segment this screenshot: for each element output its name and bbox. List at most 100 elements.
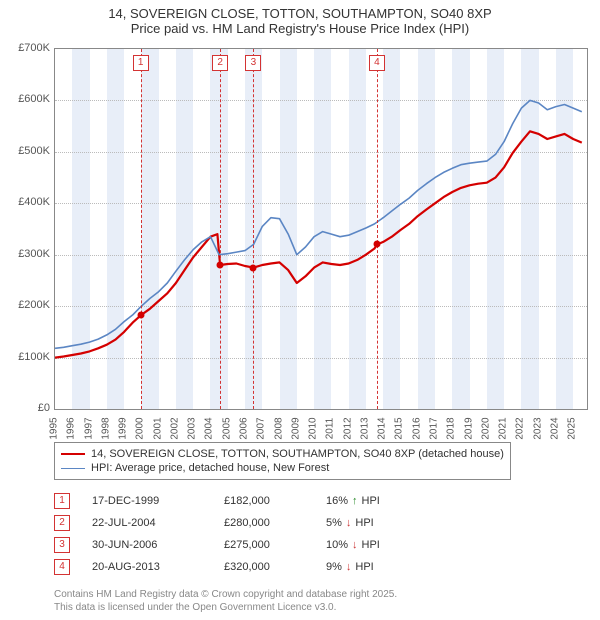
x-tick-label: 2015 xyxy=(394,417,405,439)
sale-price: £280,000 xyxy=(224,517,304,529)
x-tick-label: 2018 xyxy=(446,417,457,439)
sale-pct-suffix: HPI xyxy=(362,539,380,551)
legend-item-hpi: HPI: Average price, detached house, New … xyxy=(61,461,504,475)
x-tick-label: 2022 xyxy=(515,417,526,439)
sales-row-marker: 1 xyxy=(54,493,70,509)
arrow-down-icon: ↓ xyxy=(346,517,352,529)
footer-line-2: This data is licensed under the Open Gov… xyxy=(54,601,588,614)
sale-pct: 10% ↓ HPI xyxy=(326,539,416,551)
x-tick-label: 2016 xyxy=(411,417,422,439)
sale-price: £182,000 xyxy=(224,495,304,507)
sale-pct-suffix: HPI xyxy=(362,495,380,507)
sale-marker-box: 1 xyxy=(133,55,149,71)
x-tick-label: 2001 xyxy=(152,417,163,439)
sale-pct-suffix: HPI xyxy=(355,517,373,529)
x-tick-label: 2025 xyxy=(567,417,578,439)
legend-label: HPI: Average price, detached house, New … xyxy=(91,462,329,474)
x-tick-label: 2003 xyxy=(187,417,198,439)
sale-date: 20-AUG-2013 xyxy=(92,561,202,573)
arrow-down-icon: ↓ xyxy=(352,539,358,551)
footer: Contains HM Land Registry data © Crown c… xyxy=(54,588,588,614)
x-tick-label: 2011 xyxy=(325,418,336,440)
sale-dot xyxy=(137,312,144,319)
sale-pct-value: 9% xyxy=(326,561,342,573)
x-tick-label: 2017 xyxy=(429,417,440,439)
x-tick-label: 2002 xyxy=(169,417,180,439)
x-axis: 1995199619971998199920002001200220032004… xyxy=(54,412,588,434)
sale-dot xyxy=(217,262,224,269)
sale-dot xyxy=(373,241,380,248)
sale-marker-line xyxy=(377,49,378,409)
sales-row-marker: 2 xyxy=(54,515,70,531)
sale-pct: 16% ↑ HPI xyxy=(326,495,416,507)
series-property xyxy=(55,131,582,357)
x-tick-label: 2005 xyxy=(221,417,232,439)
x-tick-label: 2020 xyxy=(480,417,491,439)
legend-item-property: 14, SOVEREIGN CLOSE, TOTTON, SOUTHAMPTON… xyxy=(61,447,504,461)
sale-date: 30-JUN-2006 xyxy=(92,539,202,551)
legend-label: 14, SOVEREIGN CLOSE, TOTTON, SOUTHAMPTON… xyxy=(91,448,504,460)
x-tick-label: 2023 xyxy=(532,417,543,439)
sale-marker-line xyxy=(220,49,221,409)
sales-row-marker: 3 xyxy=(54,537,70,553)
legend-swatch xyxy=(61,453,85,455)
x-tick-label: 2009 xyxy=(290,417,301,439)
sale-price: £320,000 xyxy=(224,561,304,573)
x-tick-label: 2013 xyxy=(359,417,370,439)
x-tick-label: 1999 xyxy=(118,417,129,439)
x-tick-label: 1997 xyxy=(83,417,94,439)
y-tick-label: £0 xyxy=(38,402,50,414)
y-axis: £0£100K£200K£300K£400K£500K£600K£700K xyxy=(8,48,52,410)
x-tick-label: 2024 xyxy=(549,417,560,439)
sales-row: 1 17-DEC-1999 £182,000 16% ↑ HPI xyxy=(54,490,588,512)
y-tick-label: £200K xyxy=(18,299,50,311)
sales-row: 4 20-AUG-2013 £320,000 9% ↓HPI xyxy=(54,556,588,578)
sale-dot xyxy=(250,264,257,271)
sale-marker-box: 2 xyxy=(212,55,228,71)
arrow-down-icon: ↓ xyxy=(346,561,352,573)
x-tick-label: 2010 xyxy=(308,417,319,439)
series-hpi xyxy=(55,100,582,348)
title-line-1: 14, SOVEREIGN CLOSE, TOTTON, SOUTHAMPTON… xyxy=(8,6,592,21)
plot-area: 1234 xyxy=(54,48,588,410)
sale-date: 17-DEC-1999 xyxy=(92,495,202,507)
sale-pct-value: 5% xyxy=(326,517,342,529)
root: 14, SOVEREIGN CLOSE, TOTTON, SOUTHAMPTON… xyxy=(0,0,600,614)
y-tick-label: £400K xyxy=(18,196,50,208)
sales-table: 1 17-DEC-1999 £182,000 16% ↑ HPI 2 22-JUL-2004 £… xyxy=(54,490,588,578)
sale-marker-line xyxy=(253,49,254,409)
legend: 14, SOVEREIGN CLOSE, TOTTON, SOUTHAMPTON… xyxy=(54,442,511,480)
y-tick-label: £700K xyxy=(18,42,50,54)
y-tick-label: £100K xyxy=(18,351,50,363)
sales-row: 2 22-JUL-2004 £280,000 5% ↓HPI xyxy=(54,512,588,534)
x-tick-label: 1996 xyxy=(66,417,77,439)
legend-swatch xyxy=(61,468,85,469)
arrow-up-icon: ↑ xyxy=(352,495,358,507)
sale-date: 22-JUL-2004 xyxy=(92,517,202,529)
x-tick-label: 2004 xyxy=(204,417,215,439)
sale-price: £275,000 xyxy=(224,539,304,551)
y-tick-label: £300K xyxy=(18,248,50,260)
x-tick-label: 2021 xyxy=(498,417,509,439)
sales-row-marker: 4 xyxy=(54,559,70,575)
x-tick-label: 2014 xyxy=(377,417,388,439)
sale-pct: 9% ↓HPI xyxy=(326,561,416,573)
x-tick-label: 2000 xyxy=(135,417,146,439)
chart: £0 £100K £200K £300K £400K £500K £600K £700K 1 2… xyxy=(8,44,592,434)
sale-pct-value: 16% xyxy=(326,495,348,507)
title-block: 14, SOVEREIGN CLOSE, TOTTON, SOUTHAMPTON… xyxy=(0,0,600,38)
sales-row: 3 30-JUN-2006 £275,000 10% ↓ HPI xyxy=(54,534,588,556)
x-tick-label: 1995 xyxy=(49,417,60,439)
y-tick-label: £500K xyxy=(18,145,50,157)
sale-pct-suffix: HPI xyxy=(355,561,373,573)
x-tick-label: 2007 xyxy=(256,417,267,439)
x-tick-label: 2008 xyxy=(273,417,284,439)
title-line-2: Price paid vs. HM Land Registry's House … xyxy=(8,21,592,36)
sale-pct: 5% ↓HPI xyxy=(326,517,416,529)
y-tick-label: £600K xyxy=(18,93,50,105)
sale-pct-value: 10% xyxy=(326,539,348,551)
x-tick-label: 2006 xyxy=(239,417,250,439)
sale-marker-box: 4 xyxy=(369,55,385,71)
x-tick-label: 2012 xyxy=(342,417,353,439)
footer-line-1: Contains HM Land Registry data © Crown c… xyxy=(54,588,588,601)
